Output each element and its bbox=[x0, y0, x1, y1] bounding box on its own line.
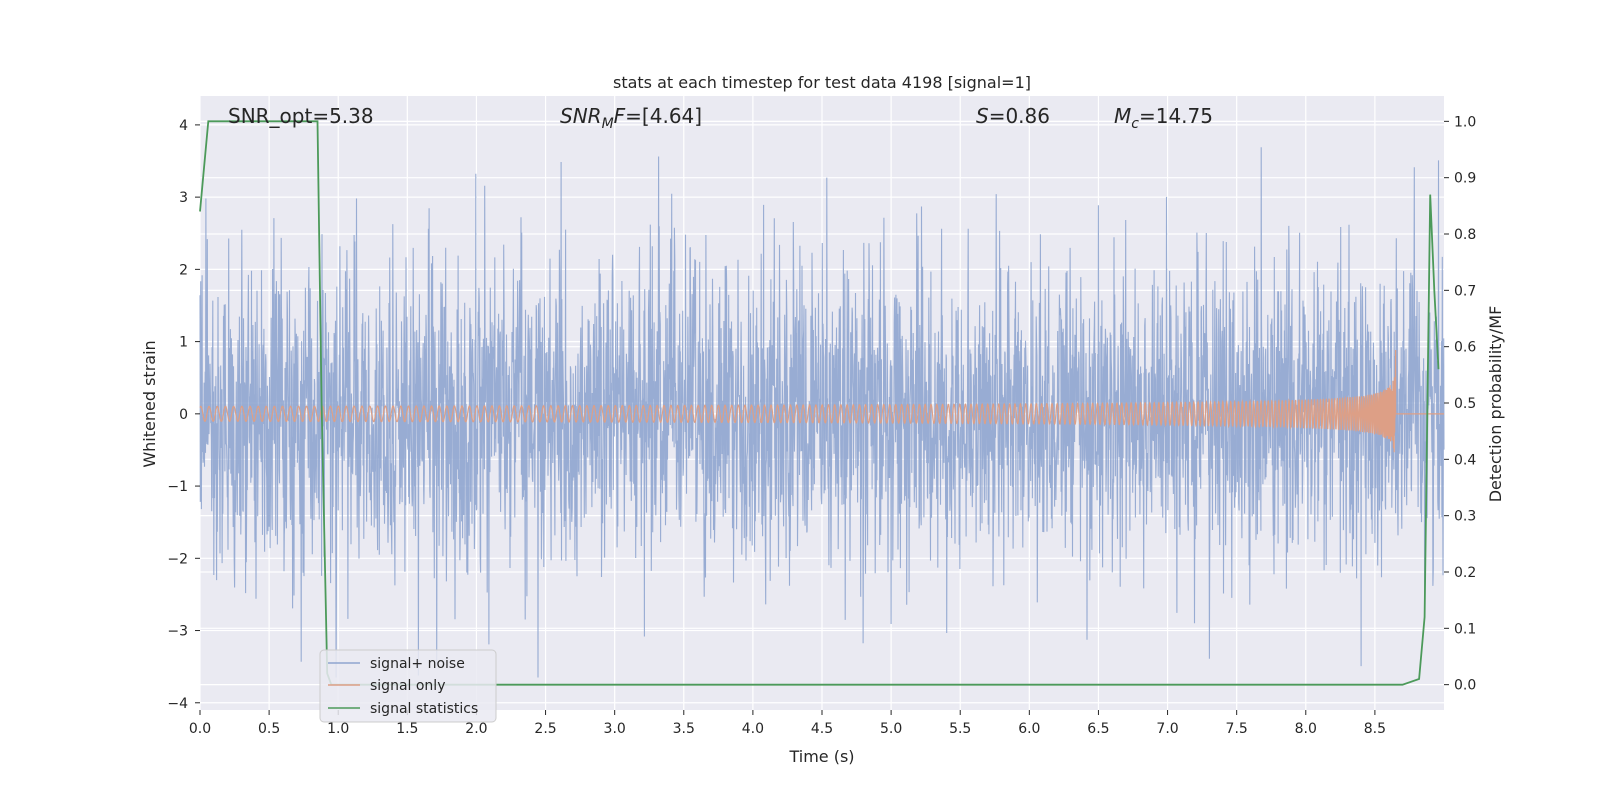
y-tick-label: 4 bbox=[179, 118, 188, 134]
y-tick-label: 0 bbox=[179, 407, 188, 423]
x-tick-label: 6.0 bbox=[1018, 721, 1040, 737]
annotation-s: S=0.86 bbox=[976, 104, 1050, 128]
x-tick-label: 4.5 bbox=[811, 721, 833, 737]
y-right-tick-label: 0.6 bbox=[1454, 340, 1476, 356]
annotation-mc-subscript: c bbox=[1131, 116, 1139, 132]
legend-label-signal-only: signal only bbox=[370, 678, 445, 694]
y-axis-right-label: Detection probability/MF bbox=[1486, 306, 1505, 503]
legend-box bbox=[319, 649, 497, 723]
y-tick-label: 2 bbox=[179, 262, 188, 278]
y-right-tick-label: 0.3 bbox=[1454, 509, 1476, 525]
annotation-snr-mf-subscript: M bbox=[602, 116, 614, 132]
legend-label-signal-statistics: signal statistics bbox=[370, 701, 478, 717]
y-right-tick-label: 0.2 bbox=[1454, 565, 1476, 581]
annotation-s-value: =0.86 bbox=[989, 104, 1050, 128]
y-right-tick-label: 1.0 bbox=[1454, 114, 1476, 130]
y-right-tick-label: 0.7 bbox=[1454, 283, 1476, 299]
x-axis-label: Time (s) bbox=[788, 747, 854, 766]
x-tick-label: 0.0 bbox=[189, 721, 211, 737]
y-tick-label: −4 bbox=[167, 696, 188, 712]
annotation-mc-value: =14.75 bbox=[1139, 104, 1213, 128]
x-tick-label: 1.0 bbox=[327, 721, 349, 737]
legend: signal+ noise signal only signal statist… bbox=[319, 649, 497, 723]
series-signal-only bbox=[199, 350, 1444, 453]
x-tick-label: 8.0 bbox=[1295, 721, 1317, 737]
x-tick-label: 4.0 bbox=[742, 721, 764, 737]
y-right-tick-label: 0.9 bbox=[1454, 171, 1476, 187]
x-tick-label: 7.0 bbox=[1156, 721, 1178, 737]
x-tick-label: 0.5 bbox=[258, 721, 280, 737]
y-right-tick-label: 0.8 bbox=[1454, 227, 1476, 243]
annotation-snr-mf: SNRMF=[4.64] bbox=[560, 104, 702, 132]
y-right-tick-label: 0.1 bbox=[1454, 621, 1476, 637]
x-tick-label: 3.5 bbox=[673, 721, 695, 737]
y-tick-label: −2 bbox=[167, 551, 188, 567]
y-right-tick-label: 0.5 bbox=[1454, 396, 1476, 412]
y-right-tick-label: 0.0 bbox=[1454, 678, 1476, 694]
x-tick-label: 2.5 bbox=[534, 721, 556, 737]
annotation-snr-mf-value: =[4.64] bbox=[625, 104, 702, 128]
x-tick-label: 1.5 bbox=[396, 721, 418, 737]
y-right-tick-label: 0.4 bbox=[1454, 452, 1476, 468]
annotation-mc-symbol: M bbox=[1114, 104, 1131, 128]
x-tick-label: 6.5 bbox=[1087, 721, 1109, 737]
x-tick-label: 8.5 bbox=[1364, 721, 1386, 737]
axis-ticks: 0.0 0.5 1.0 1.5 2.0 2.5 3.0 3.5 4.0 4.5 5.0 5.5 6.0 6… bbox=[167, 114, 1476, 737]
signal-only-line bbox=[199, 350, 1444, 453]
y-tick-label: 1 bbox=[179, 335, 188, 351]
annotation-mc: Mc=14.75 bbox=[1114, 104, 1213, 132]
x-tick-label: 2.0 bbox=[465, 721, 487, 737]
chart-title: stats at each timestep for test data 419… bbox=[613, 73, 1031, 92]
annotation-snr-mf-f: F bbox=[614, 104, 626, 128]
x-tick-label: 5.5 bbox=[949, 721, 971, 737]
y-tick-label: −3 bbox=[167, 624, 188, 640]
annotation-snr-mf-symbol: SNR bbox=[560, 104, 602, 128]
legend-label-signal-noise: signal+ noise bbox=[370, 656, 465, 672]
y-tick-label: 3 bbox=[179, 190, 188, 206]
annotation-snr-opt: SNR_opt=5.38 bbox=[228, 104, 374, 128]
x-tick-label: 3.0 bbox=[604, 721, 626, 737]
y-axis-label: Whitened strain bbox=[140, 340, 159, 467]
annotation-s-symbol: S bbox=[976, 104, 989, 128]
x-tick-label: 5.0 bbox=[880, 721, 902, 737]
y-tick-label: −1 bbox=[167, 479, 188, 495]
x-tick-label: 7.5 bbox=[1226, 721, 1248, 737]
